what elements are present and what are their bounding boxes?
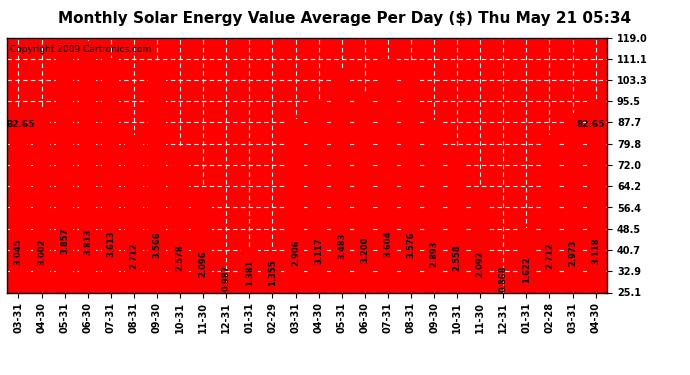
Bar <box>402 62 420 292</box>
Text: 3.117: 3.117 <box>314 237 323 264</box>
Bar <box>448 148 466 292</box>
Text: 3.857: 3.857 <box>60 228 69 254</box>
Text: 3.045: 3.045 <box>14 238 23 265</box>
Bar <box>56 38 73 292</box>
Text: 3.200: 3.200 <box>360 236 369 262</box>
Bar <box>241 249 258 292</box>
Bar <box>125 135 143 292</box>
Bar <box>310 100 327 292</box>
Bar <box>356 93 373 292</box>
Text: 3.613: 3.613 <box>106 231 115 257</box>
Bar <box>195 188 212 292</box>
Text: Copyright 2009 Cartronics.com: Copyright 2009 Cartronics.com <box>10 45 151 54</box>
Bar <box>171 147 189 292</box>
Text: 3.118: 3.118 <box>591 237 600 264</box>
Bar <box>264 251 281 292</box>
Text: 2.906: 2.906 <box>291 240 300 266</box>
Text: 2.096: 2.096 <box>199 250 208 277</box>
Text: 2.712: 2.712 <box>130 242 139 269</box>
Bar <box>217 282 235 292</box>
Text: 0.987: 0.987 <box>221 265 230 291</box>
Text: 82.65: 82.65 <box>7 120 35 129</box>
Text: 2.578: 2.578 <box>175 244 184 271</box>
Bar <box>541 135 558 292</box>
Bar <box>79 41 97 292</box>
Text: 82.65: 82.65 <box>577 120 605 129</box>
Bar <box>380 59 397 292</box>
Text: 3.483: 3.483 <box>337 232 346 259</box>
Bar <box>518 228 535 292</box>
Bar <box>564 113 581 292</box>
Text: 2.092: 2.092 <box>475 251 484 277</box>
Text: 2.558: 2.558 <box>453 244 462 271</box>
Bar <box>10 107 27 292</box>
Bar <box>287 118 304 292</box>
Text: 0.868: 0.868 <box>499 266 508 292</box>
Bar <box>587 100 604 292</box>
Text: 3.576: 3.576 <box>406 231 415 258</box>
Bar <box>102 58 119 292</box>
Text: 1.622: 1.622 <box>522 256 531 283</box>
Bar <box>471 188 489 292</box>
Text: 2.712: 2.712 <box>545 242 554 269</box>
Text: 1.355: 1.355 <box>268 260 277 286</box>
Text: 3.002: 3.002 <box>37 239 46 265</box>
Text: Monthly Solar Energy Value Average Per Day ($) Thu May 21 05:34: Monthly Solar Energy Value Average Per D… <box>59 11 631 26</box>
Bar <box>333 69 351 292</box>
Text: 2.973: 2.973 <box>568 239 577 266</box>
Bar <box>425 120 443 292</box>
Bar <box>148 62 166 292</box>
Bar <box>33 111 50 292</box>
Text: 3.813: 3.813 <box>83 228 92 255</box>
Text: 3.604: 3.604 <box>384 231 393 258</box>
Text: 2.893: 2.893 <box>430 240 439 267</box>
Text: 1.381: 1.381 <box>245 260 254 286</box>
Text: 3.566: 3.566 <box>152 231 161 258</box>
